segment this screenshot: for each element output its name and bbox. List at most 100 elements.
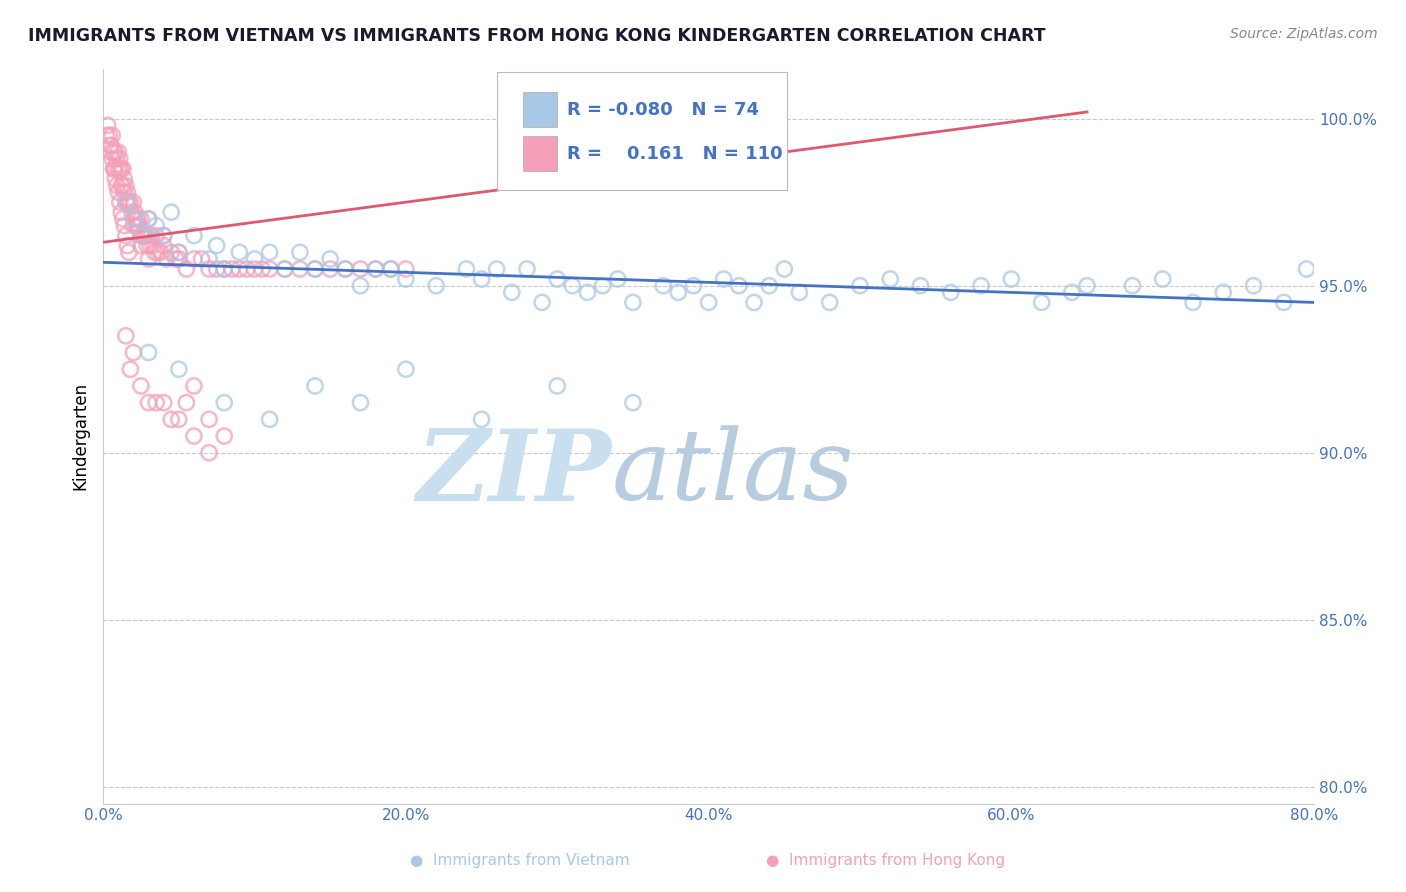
Point [105,152,128,166]
Point [576,285,599,300]
Point [112,185,135,199]
Point [335,262,357,277]
Point [1076,278,1098,293]
Point [160,412,183,426]
Point [138,252,160,266]
Point [879,272,901,286]
Point [288,262,311,277]
Point [212,395,235,409]
Point [100,138,122,153]
Point [470,412,492,426]
Bar [523,136,557,171]
Point [125,219,148,233]
Point [1152,272,1174,286]
Point [117,238,139,252]
Point [198,262,221,277]
Point [118,245,141,260]
Point [127,211,149,226]
Point [114,195,136,210]
Point [110,161,132,176]
Point [145,395,167,409]
Point [146,245,169,260]
Point [120,362,142,376]
Point [818,295,841,310]
Point [758,278,780,293]
Y-axis label: Kindergarten: Kindergarten [72,382,89,490]
Point [107,161,129,176]
Point [108,195,131,210]
Point [939,285,962,300]
Point [274,262,297,277]
Point [621,395,644,409]
Point [122,345,145,359]
Point [304,379,326,393]
Point [152,228,174,243]
Text: IMMIGRANTS FROM VIETNAM VS IMMIGRANTS FROM HONG KONG KINDERGARTEN CORRELATION CH: IMMIGRANTS FROM VIETNAM VS IMMIGRANTS FR… [28,27,1046,45]
Point [100,138,122,153]
Point [713,272,735,286]
Point [97,118,120,132]
Point [139,238,162,252]
Point [205,238,228,252]
Point [395,362,418,376]
Point [259,262,281,277]
Point [104,145,127,159]
Point [395,272,418,286]
Point [1295,262,1317,277]
Point [212,262,235,277]
Point [167,245,190,260]
Point [160,245,183,260]
Point [501,285,523,300]
Point [100,145,122,159]
Point [190,252,212,266]
Point [259,412,281,426]
Point [167,252,190,266]
FancyBboxPatch shape [496,72,787,190]
Point [335,262,357,277]
Point [129,211,152,226]
Point [107,145,129,159]
Point [288,245,311,260]
Point [236,262,259,277]
Point [364,262,387,277]
Point [1181,295,1204,310]
Point [228,245,250,260]
Point [103,161,125,176]
Point [104,161,127,176]
Point [122,211,145,226]
Point [666,285,689,300]
Point [183,379,205,393]
Point [129,228,152,243]
Point [114,195,136,210]
Point [122,219,145,233]
Point [136,238,159,252]
Point [652,278,675,293]
Point [349,262,371,277]
Point [128,219,150,233]
Point [561,278,583,293]
Point [165,252,187,266]
Point [138,228,160,243]
Point [101,152,124,166]
Point [198,252,221,266]
Point [152,395,174,409]
Point [122,211,145,226]
Point [129,238,152,252]
Text: ●  Immigrants from Hong Kong: ● Immigrants from Hong Kong [766,854,1005,868]
Point [1031,295,1053,310]
Point [742,295,765,310]
Point [970,278,993,293]
Point [183,252,205,266]
Point [110,178,132,193]
Point [111,161,134,176]
Point [380,262,402,277]
Text: atlas: atlas [612,425,855,520]
Point [134,228,156,243]
Point [117,185,139,199]
Point [101,128,124,143]
Point [114,228,136,243]
Point [228,262,250,277]
Point [145,219,167,233]
Point [129,228,152,243]
Point [198,412,221,426]
